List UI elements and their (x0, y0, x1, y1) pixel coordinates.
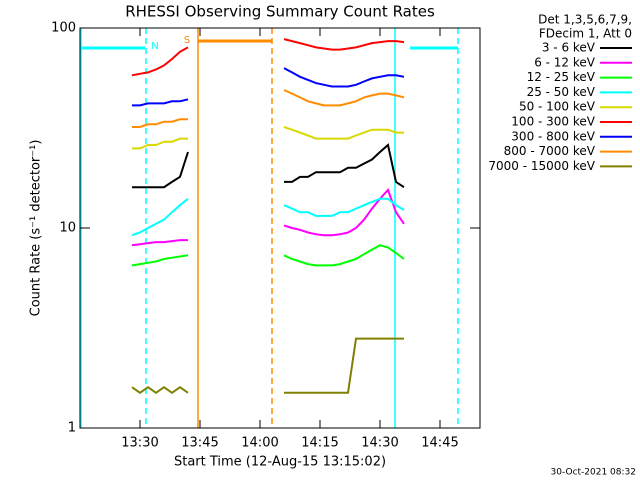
annotation: S (184, 35, 190, 46)
x-tick-label: 14:15 (301, 436, 338, 451)
series-line (131, 187, 405, 247)
annotation: N (151, 41, 158, 52)
legend-label: 3 - 6 keV (542, 41, 596, 55)
legend-header: Det 1,3,5,6,7,9, (538, 13, 632, 27)
x-tick-label: 14:30 (361, 436, 398, 451)
series-line (132, 67, 405, 107)
chart-title: RHESSI Observing Summary Count Rates (125, 3, 435, 21)
x-axis-label: Start Time (12-Aug-15 13:15:02) (174, 455, 386, 470)
x-tick-label: 14:45 (421, 436, 458, 451)
series-line (131, 337, 404, 395)
x-tick-label: 13:45 (181, 436, 218, 451)
x-tick-label: 14:00 (241, 436, 278, 451)
series-line (132, 126, 404, 150)
legend-label: 25 - 50 keV (527, 85, 596, 99)
series-line (132, 143, 405, 189)
legend-label: 50 - 100 keV (519, 100, 596, 114)
legend-label: 300 - 800 keV (511, 129, 595, 143)
series-line (131, 197, 405, 237)
legend-label: 800 - 7000 keV (504, 144, 596, 158)
y-axis-label: Count Rate (s⁻¹ detector⁻¹) (29, 140, 44, 317)
y-tick-label: 100 (51, 21, 76, 36)
legend-label: 6 - 12 keV (534, 55, 596, 69)
series-line (132, 89, 405, 128)
x-tick-label: 13:30 (121, 436, 158, 451)
legend-label: 7000 - 15000 keV (488, 159, 595, 173)
legend-header: FDecim 1, Att 0 (539, 27, 632, 41)
legend-label: 100 - 300 keV (511, 115, 595, 129)
legend-label: 12 - 25 keV (527, 70, 596, 84)
series-line (131, 38, 405, 77)
y-tick-label: 10 (59, 221, 76, 236)
footer: 30-Oct-2021 08:32 (551, 468, 636, 478)
series-line (131, 244, 405, 267)
y-tick-label: 1 (68, 421, 76, 436)
